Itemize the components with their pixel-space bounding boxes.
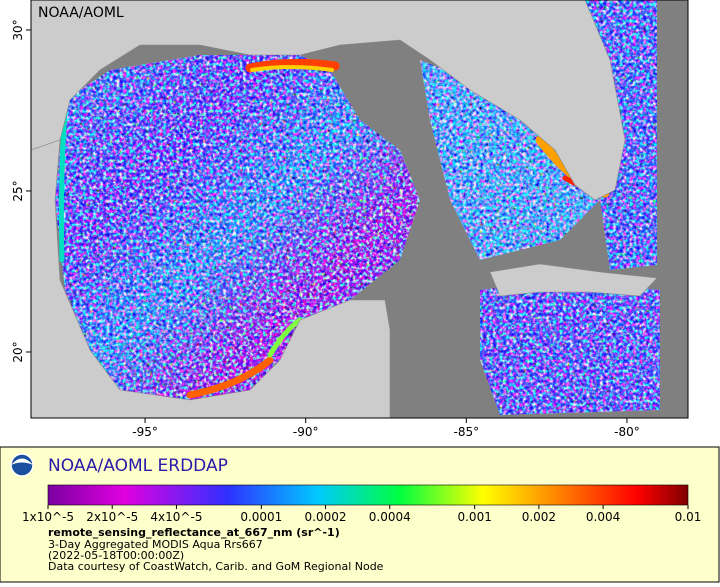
colorbar-tick-label: 1x10^-5 <box>22 510 74 524</box>
land <box>31 0 658 418</box>
y-tick-label: 25° <box>11 180 25 201</box>
colorbar-tick-label: 2x10^-5 <box>86 510 138 524</box>
legend-line: (2022-05-18T00:00:00Z) <box>48 549 184 562</box>
legend-panel <box>0 446 720 583</box>
colorbar-tick-label: 0.01 <box>675 510 702 524</box>
colorbar-tick-label: 0.002 <box>522 510 556 524</box>
colorbar-tick-label: 0.001 <box>457 510 491 524</box>
map-label: NOAA/AOML <box>38 5 124 21</box>
colorbar-tick-label: 0.0004 <box>369 510 411 524</box>
colorbar-tick-label: 4x10^-5 <box>150 510 202 524</box>
x-tick-label: -95° <box>132 425 158 439</box>
colorbar <box>47 484 689 506</box>
variable-name: remote_sensing_reflectance_at_667_nm (sr… <box>48 526 340 539</box>
y-tick-label: 20° <box>11 341 25 362</box>
x-tick-label: -85° <box>454 425 480 439</box>
colorbar-tick-label: 0.0002 <box>305 510 347 524</box>
map-frame <box>30 0 689 419</box>
legend-title: NOAA/AOML ERDDAP <box>48 456 228 476</box>
colorbar-tick-label: 0.0001 <box>240 510 282 524</box>
map: NOAA/AOML <box>31 0 688 418</box>
noaa-logo <box>10 453 34 477</box>
legend-line: 3-Day Aggregated MODIS Aqua Rrs667 <box>48 538 263 551</box>
colorbar-tick-label: 0.004 <box>586 510 620 524</box>
x-tick-label: -90° <box>293 425 319 439</box>
y-tick-label: 30° <box>11 19 25 40</box>
legend-line: Data courtesy of CoastWatch, Carib. and … <box>48 560 384 573</box>
x-tick-label: -80° <box>614 425 640 439</box>
